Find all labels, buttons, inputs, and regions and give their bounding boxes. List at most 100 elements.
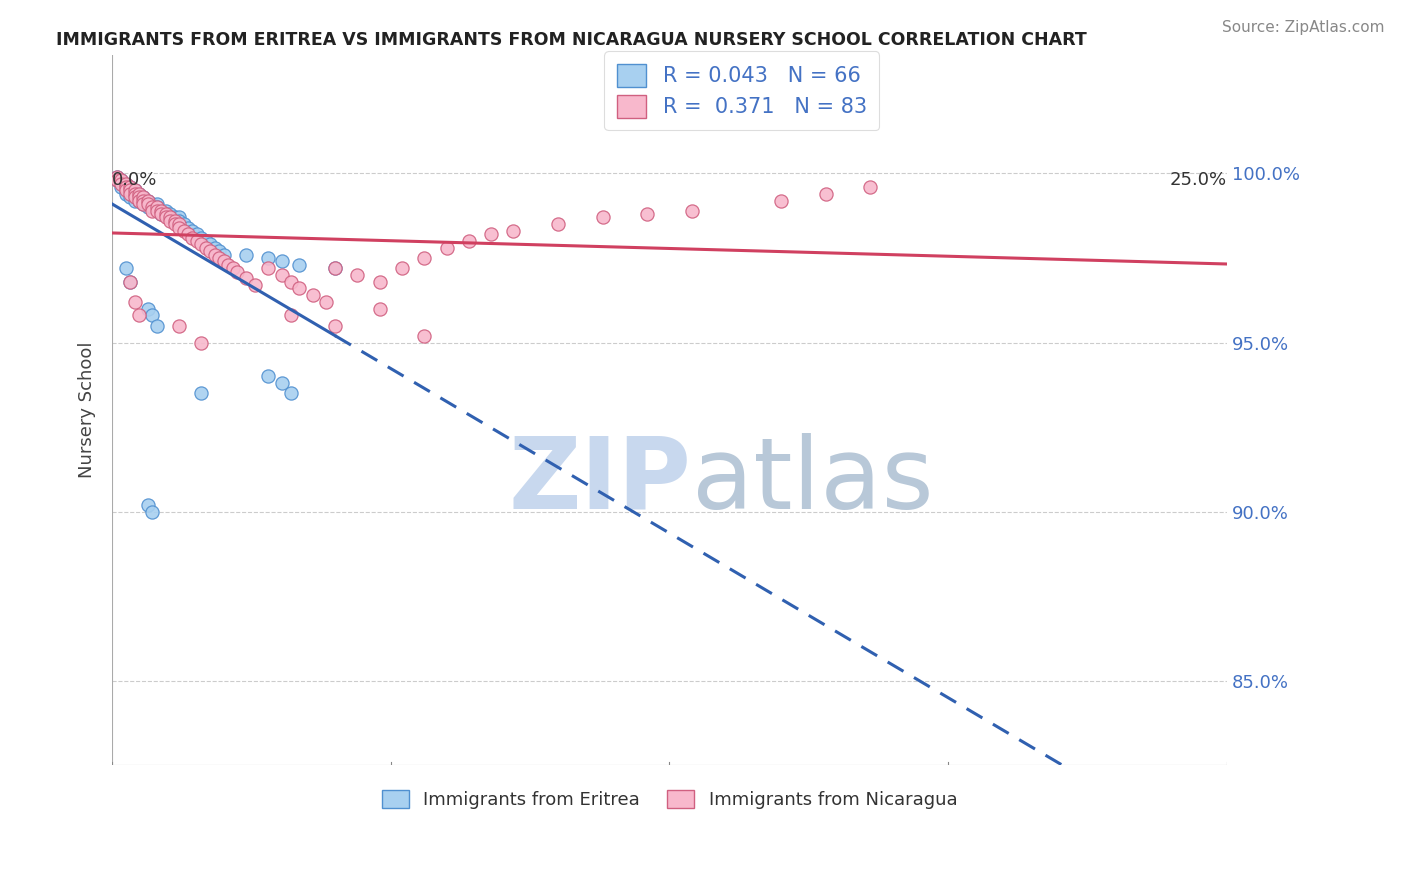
Point bbox=[457, 234, 479, 248]
Point bbox=[114, 177, 136, 191]
Point bbox=[141, 505, 163, 519]
Point bbox=[181, 231, 204, 245]
Point bbox=[146, 200, 169, 214]
Point bbox=[200, 244, 222, 259]
Point bbox=[124, 183, 146, 197]
Point bbox=[391, 261, 413, 276]
Point bbox=[150, 207, 173, 221]
Point bbox=[114, 183, 136, 197]
Point bbox=[128, 309, 150, 323]
Point bbox=[146, 203, 169, 218]
Point bbox=[217, 258, 239, 272]
Point bbox=[173, 217, 195, 231]
Point bbox=[186, 234, 208, 248]
Point bbox=[167, 217, 190, 231]
Point bbox=[141, 200, 163, 214]
Point bbox=[177, 227, 200, 242]
Point bbox=[173, 224, 195, 238]
Point bbox=[288, 281, 311, 295]
Point bbox=[132, 190, 155, 204]
Point bbox=[167, 214, 190, 228]
Point bbox=[159, 211, 181, 225]
Point bbox=[128, 186, 150, 201]
Point bbox=[136, 197, 159, 211]
Point bbox=[163, 214, 186, 228]
Point bbox=[368, 301, 391, 316]
Point bbox=[194, 241, 217, 255]
Point bbox=[204, 241, 226, 255]
Point bbox=[114, 183, 136, 197]
Point bbox=[280, 275, 302, 289]
Point bbox=[159, 207, 181, 221]
Point bbox=[288, 258, 311, 272]
Point bbox=[181, 224, 204, 238]
Point bbox=[120, 186, 142, 201]
Point bbox=[132, 194, 155, 208]
Point bbox=[155, 207, 177, 221]
Point bbox=[132, 197, 155, 211]
Point bbox=[120, 275, 142, 289]
Point bbox=[136, 197, 159, 211]
Point bbox=[155, 211, 177, 225]
Point bbox=[270, 254, 292, 268]
Point bbox=[124, 194, 146, 208]
Point bbox=[110, 177, 132, 191]
Legend: Immigrants from Eritrea, Immigrants from Nicaragua: Immigrants from Eritrea, Immigrants from… bbox=[374, 783, 965, 816]
Point bbox=[136, 301, 159, 316]
Point bbox=[105, 169, 128, 184]
Point bbox=[212, 254, 235, 268]
Point bbox=[128, 194, 150, 208]
Point bbox=[146, 197, 169, 211]
Point bbox=[167, 318, 190, 333]
Text: 0.0%: 0.0% bbox=[112, 171, 157, 189]
Point bbox=[177, 220, 200, 235]
Text: ZIP: ZIP bbox=[509, 433, 692, 530]
Point bbox=[163, 211, 186, 225]
Point bbox=[124, 183, 146, 197]
Point bbox=[208, 244, 231, 259]
Point bbox=[167, 211, 190, 225]
Point bbox=[814, 186, 837, 201]
Point bbox=[141, 200, 163, 214]
Point bbox=[681, 203, 703, 218]
Point bbox=[592, 211, 614, 225]
Point bbox=[769, 194, 792, 208]
Point bbox=[502, 224, 524, 238]
Point bbox=[368, 275, 391, 289]
Point bbox=[235, 247, 257, 261]
Point bbox=[257, 261, 280, 276]
Point bbox=[120, 180, 142, 194]
Point bbox=[208, 251, 231, 265]
Point bbox=[105, 173, 128, 187]
Point bbox=[159, 214, 181, 228]
Point bbox=[302, 288, 325, 302]
Y-axis label: Nursery School: Nursery School bbox=[79, 342, 96, 478]
Point bbox=[186, 227, 208, 242]
Point bbox=[124, 295, 146, 310]
Point bbox=[120, 275, 142, 289]
Point bbox=[136, 194, 159, 208]
Point bbox=[436, 241, 458, 255]
Point bbox=[257, 369, 280, 384]
Point bbox=[105, 173, 128, 187]
Point bbox=[124, 190, 146, 204]
Point bbox=[346, 268, 368, 282]
Point bbox=[150, 203, 173, 218]
Point bbox=[163, 214, 186, 228]
Point bbox=[110, 177, 132, 191]
Point bbox=[128, 190, 150, 204]
Point bbox=[146, 318, 169, 333]
Point bbox=[120, 183, 142, 197]
Point bbox=[110, 173, 132, 187]
Point bbox=[120, 180, 142, 194]
Point bbox=[141, 309, 163, 323]
Point bbox=[136, 498, 159, 512]
Point bbox=[128, 194, 150, 208]
Text: 25.0%: 25.0% bbox=[1170, 171, 1227, 189]
Point bbox=[159, 211, 181, 225]
Point bbox=[132, 190, 155, 204]
Point bbox=[124, 186, 146, 201]
Point bbox=[257, 251, 280, 265]
Point bbox=[280, 386, 302, 401]
Point bbox=[120, 183, 142, 197]
